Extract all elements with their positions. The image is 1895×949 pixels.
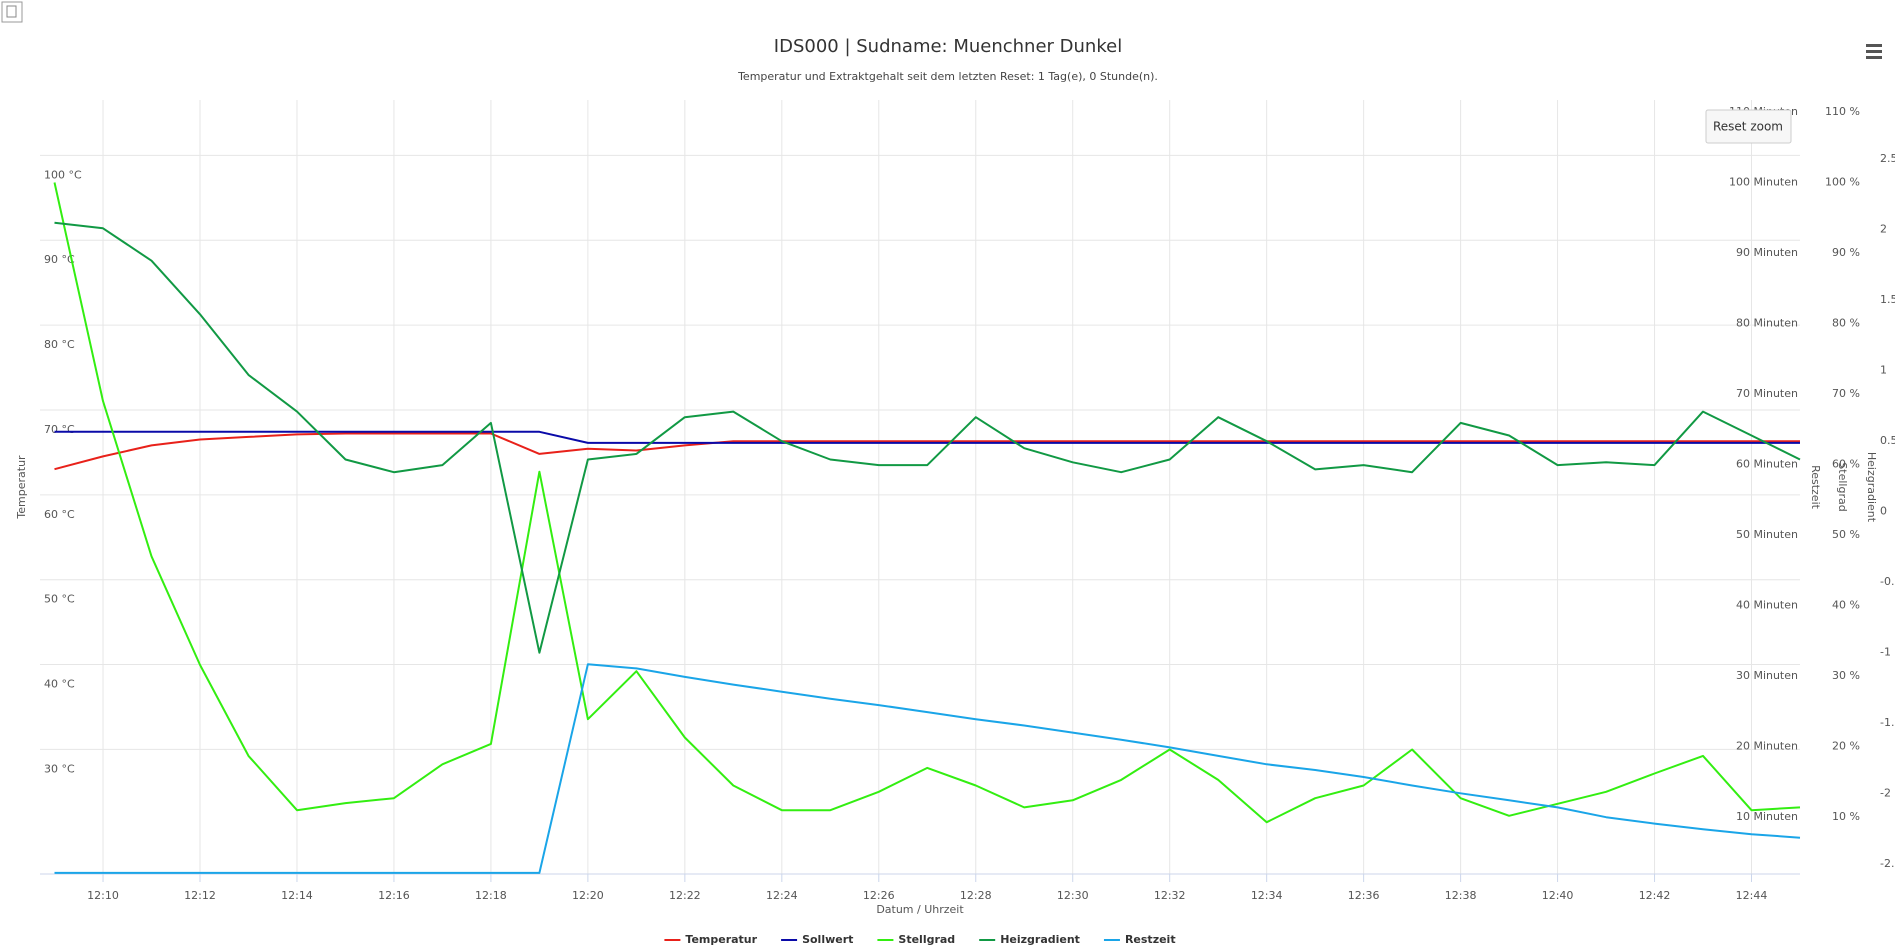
y3-tick-label: 20 % xyxy=(1832,740,1860,753)
x-tick-label: 12:36 xyxy=(1348,889,1380,902)
x-tick-label: 12:32 xyxy=(1154,889,1186,902)
y2-tick-label: 50 Minuten xyxy=(1736,528,1798,541)
y2-tick-label: 20 Minuten xyxy=(1736,740,1798,753)
y2-tick-label: 90 Minuten xyxy=(1736,246,1798,259)
y2-tick-label: 80 Minuten xyxy=(1736,317,1798,330)
x-tick-label: 12:30 xyxy=(1057,889,1089,902)
y3-tick-label: 80 % xyxy=(1832,317,1860,330)
icon-frame xyxy=(1,1,23,23)
button-frame xyxy=(1705,109,1792,144)
y3-axis-title: Stellgrad xyxy=(1836,462,1849,511)
x-tick-label: 12:18 xyxy=(475,889,507,902)
menu-bar xyxy=(1866,50,1882,53)
y3-tick-label: 60 % xyxy=(1832,458,1860,471)
icon-doc xyxy=(6,5,17,18)
chart-subtitle: Temperatur und Extraktgehalt seit dem le… xyxy=(737,70,1158,83)
y2-tick-label: 10 Minuten xyxy=(1736,810,1798,823)
legend-item: Restzeit xyxy=(1125,933,1176,946)
x-tick-label: 12:34 xyxy=(1251,889,1283,902)
y3-tick-label: 100 % xyxy=(1825,176,1860,189)
series-line xyxy=(54,430,1800,444)
menu-bar xyxy=(1866,44,1882,47)
app-icon[interactable] xyxy=(1,1,23,23)
legend-item: Sollwert xyxy=(802,933,853,946)
x-tick-label: 12:24 xyxy=(766,889,798,902)
y4-tick-label: -0.5 xyxy=(1880,575,1895,588)
y3-tick-label: 90 % xyxy=(1832,246,1860,259)
x-tick-label: 12:40 xyxy=(1542,889,1574,902)
y3-tick-label: 50 % xyxy=(1832,528,1860,541)
x-tick-label: 12:28 xyxy=(960,889,992,902)
x-tick-label: 12:10 xyxy=(87,889,119,902)
y3-tick-label: 10 % xyxy=(1832,810,1860,823)
y4-tick-label: 1.5 xyxy=(1880,293,1895,306)
x-tick-label: 12:44 xyxy=(1736,889,1768,902)
series-line xyxy=(54,663,1801,874)
y-tick-label: 80 °C xyxy=(44,338,75,351)
y-tick-label: 70 °C xyxy=(44,423,75,436)
y2-tick-label: 100 Minuten xyxy=(1729,176,1798,189)
y2-tick-label: 40 Minuten xyxy=(1736,599,1798,612)
y-tick-label: 90 °C xyxy=(44,253,75,266)
y3-tick-label: 110 % xyxy=(1825,105,1860,118)
x-tick-label: 12:20 xyxy=(572,889,604,902)
y2-tick-label: 70 Minuten xyxy=(1736,387,1798,400)
y4-tick-label: 1 xyxy=(1880,364,1887,377)
y4-tick-label: -2 xyxy=(1880,787,1891,800)
y4-tick-label: -1 xyxy=(1880,646,1891,659)
y2-tick-label: 60 Minuten xyxy=(1736,458,1798,471)
y2-tick-label: 30 Minuten xyxy=(1736,669,1798,682)
x-tick-label: 12:12 xyxy=(184,889,216,902)
reset-zoom-button[interactable]: Reset zoom xyxy=(1705,109,1792,144)
legend-item: Heizgradient xyxy=(1000,933,1080,946)
x-tick-label: 12:16 xyxy=(378,889,410,902)
menu-bar xyxy=(1866,56,1882,59)
y-tick-label: 100 °C xyxy=(44,168,82,181)
x-tick-label: 12:14 xyxy=(281,889,313,902)
y-tick-label: 40 °C xyxy=(44,678,75,691)
y2-axis-title: Restzeit xyxy=(1809,465,1822,510)
y4-tick-label: 2 xyxy=(1880,223,1887,236)
y4-tick-label: -2.5 xyxy=(1880,857,1895,870)
y-tick-label: 50 °C xyxy=(44,593,75,606)
y3-tick-label: 70 % xyxy=(1832,387,1860,400)
x-axis-title: Datum / Uhrzeit xyxy=(876,903,964,916)
legend-item: Temperatur xyxy=(685,933,757,946)
x-tick-label: 12:22 xyxy=(669,889,701,902)
plot-area: 12:10 12:12 12:14 12:16 12:18 12:20 12:22 12:24… xyxy=(40,100,1895,902)
x-tick-label: 12:26 xyxy=(863,889,895,902)
button-label: Reset zoom xyxy=(1713,120,1783,134)
y-tick-label: 30 °C xyxy=(44,762,75,775)
y-axis-title: Temperatur xyxy=(15,455,28,520)
y4-axis-title: Heizgradient xyxy=(1865,452,1878,523)
y4-tick-label: 0.5 xyxy=(1880,434,1895,447)
menu-button[interactable] xyxy=(1866,44,1882,59)
series-line xyxy=(54,221,1801,654)
series-line xyxy=(54,432,1800,471)
y3-tick-label: 40 % xyxy=(1832,599,1860,612)
chart-title: IDS000 | Sudname: Muenchner Dunkel xyxy=(774,36,1122,57)
y3-tick-label: 30 % xyxy=(1832,669,1860,682)
y4-tick-label: -1.5 xyxy=(1880,716,1895,729)
legend-item: Stellgrad xyxy=(898,933,955,946)
y-tick-label: 60 °C xyxy=(44,508,75,521)
x-tick-label: 12:42 xyxy=(1639,889,1671,902)
series-line xyxy=(53,182,1801,824)
y4-tick-label: 0 xyxy=(1880,505,1887,518)
legend: Temperatur Sollwert Stellgrad Heizgradient R… xyxy=(664,933,1176,946)
x-tick-label: 12:38 xyxy=(1445,889,1477,902)
y4-tick-label: 2.5 xyxy=(1880,152,1895,165)
